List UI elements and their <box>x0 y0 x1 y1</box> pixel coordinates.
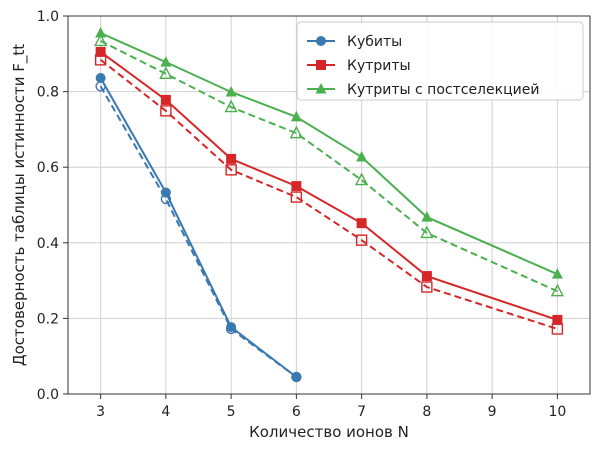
data-point-triangle <box>160 56 172 67</box>
data-point-triangle <box>93 33 108 47</box>
x-tick-label: 8 <box>422 404 431 420</box>
series-line <box>100 59 558 330</box>
legend-item: Кутриты <box>307 58 411 74</box>
data-point-circle <box>95 72 106 83</box>
y-tick-label: 0.0 <box>37 387 59 403</box>
legend-box <box>296 21 584 101</box>
x-tick-label: 10 <box>548 404 566 420</box>
data-point-triangle <box>421 211 433 222</box>
legend-item: Кубиты <box>307 34 402 50</box>
data-point-square <box>551 323 564 335</box>
data-point-square <box>421 281 433 293</box>
data-point-square <box>421 271 432 282</box>
data-point-triangle <box>356 150 368 162</box>
data-point-circle <box>225 323 237 335</box>
x-tick-label: 5 <box>227 404 236 420</box>
series-square-open <box>94 54 564 335</box>
series-triangle <box>95 27 563 279</box>
series-circle-open <box>95 81 302 383</box>
data-point-triangle <box>159 66 173 80</box>
data-point-square <box>290 191 303 203</box>
x-tick-label: 4 <box>161 404 170 420</box>
data-point-triangle <box>354 172 369 186</box>
data-point-circle <box>316 36 326 46</box>
y-tick-label: 0.4 <box>37 236 59 252</box>
data-point-triangle <box>290 110 302 122</box>
legend-label: Кутриты с постселекцией <box>347 82 539 98</box>
data-point-square <box>552 314 563 325</box>
data-point-triangle <box>420 225 434 239</box>
series-group <box>93 27 565 383</box>
plot-frame <box>67 15 591 395</box>
data-point-circle <box>95 81 106 92</box>
y-tick-label: 0.2 <box>37 311 59 327</box>
x-tick-label: 6 <box>292 404 301 420</box>
legend-item: Кутриты с постселекцией <box>307 82 539 98</box>
series-line <box>100 40 558 293</box>
data-point-triangle <box>95 27 107 38</box>
legend-label: Кутриты <box>347 58 411 74</box>
x-tick-label: 7 <box>357 404 366 420</box>
x-axis-label: Количество ионов N <box>249 423 409 441</box>
y-tick-label: 0.8 <box>37 85 59 101</box>
ticks: 3 4 5 6 7 8 9 10 0.0 0.2 0.4 0.6 0.8 1.0 <box>37 9 567 420</box>
data-point-square <box>160 105 172 117</box>
series-line <box>99 85 297 378</box>
x-tick-label: 9 <box>488 404 497 420</box>
series-line <box>99 77 297 378</box>
data-point-square <box>356 218 367 229</box>
data-point-circle <box>160 193 172 205</box>
data-point-square <box>225 164 237 176</box>
data-point-square <box>95 46 106 57</box>
y-tick-label: 1.0 <box>37 9 59 25</box>
x-tick-label: 3 <box>96 404 105 420</box>
series-triangle-open <box>93 33 565 297</box>
data-point-square <box>316 60 326 70</box>
data-point-triangle <box>225 85 237 97</box>
data-point-square <box>226 153 237 164</box>
data-point-square <box>355 234 368 246</box>
y-axis-label: Достоверность таблицы истинности F_tt <box>10 44 29 366</box>
data-point-triangle <box>224 99 238 113</box>
data-point-triangle <box>550 283 565 297</box>
data-point-triangle <box>289 125 304 139</box>
data-point-triangle <box>551 268 563 279</box>
y-tick-label: 0.6 <box>37 160 59 176</box>
data-point-triangle <box>315 83 327 94</box>
series-square <box>95 46 563 325</box>
data-point-circle <box>291 371 302 383</box>
data-point-square <box>160 94 171 105</box>
legend-label: Кубиты <box>347 34 402 50</box>
series-circle <box>95 72 302 382</box>
legend: Кубиты Кутриты Кутриты с постселекцией <box>296 21 584 101</box>
data-point-square <box>291 181 302 192</box>
data-point-square <box>94 54 107 66</box>
